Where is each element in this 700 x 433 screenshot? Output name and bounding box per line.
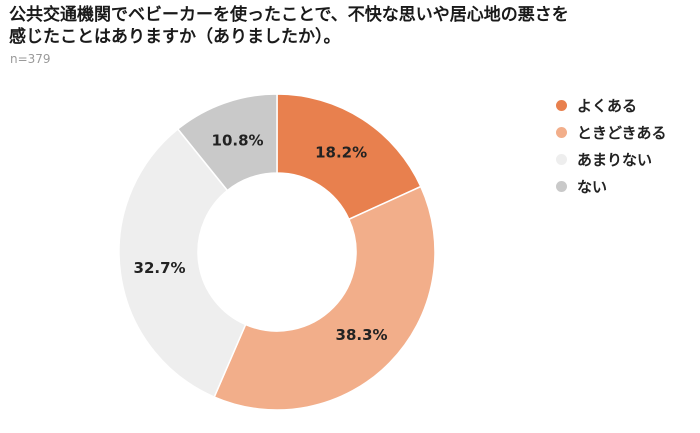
- legend-label-3: あまりない: [577, 151, 653, 169]
- legend-swatch-3: [556, 154, 567, 165]
- legend-swatch-4: [556, 181, 567, 192]
- legend-swatch-2: [556, 127, 567, 138]
- slice-value-label-4: 10.8%: [212, 131, 264, 149]
- chart-title-line-1: 公共交通機関でベビーカーを使ったことで、不快な思いや居心地の悪さを: [9, 5, 569, 25]
- legend-label-2: ときどきある: [577, 124, 667, 142]
- donut-slices: [118, 93, 436, 411]
- legend-label-1: よくある: [577, 97, 638, 115]
- legend-item-2: ときどきある: [556, 119, 667, 146]
- chart-title-line-2: 感じたことはありますか（ありましたか）。: [9, 27, 341, 47]
- donut-slice-4: [176, 93, 278, 192]
- legend-item-3: あまりない: [556, 146, 667, 173]
- legend-item-4: ない: [556, 173, 667, 200]
- slice-value-label-3: 32.7%: [134, 259, 186, 277]
- legend-swatch-1: [556, 100, 567, 111]
- slice-value-label-2: 38.3%: [336, 326, 388, 344]
- sample-size: n=379: [10, 52, 51, 66]
- legend-label-4: ない: [577, 178, 608, 196]
- data-labels: 18.2% 38.3% 32.7% 10.8%: [134, 131, 388, 344]
- chart-title: 公共交通機関でベビーカーを使ったことで、不快な思いや居心地の悪さを 感じたことは…: [9, 4, 689, 48]
- donut-slice-1: [276, 93, 422, 221]
- slice-value-label-1: 18.2%: [315, 143, 367, 161]
- donut-slice-2: [213, 185, 436, 411]
- legend-item-1: よくある: [556, 92, 667, 119]
- donut-slice-3: [118, 127, 247, 398]
- legend: よくあるときどきある あまりないない: [556, 92, 667, 200]
